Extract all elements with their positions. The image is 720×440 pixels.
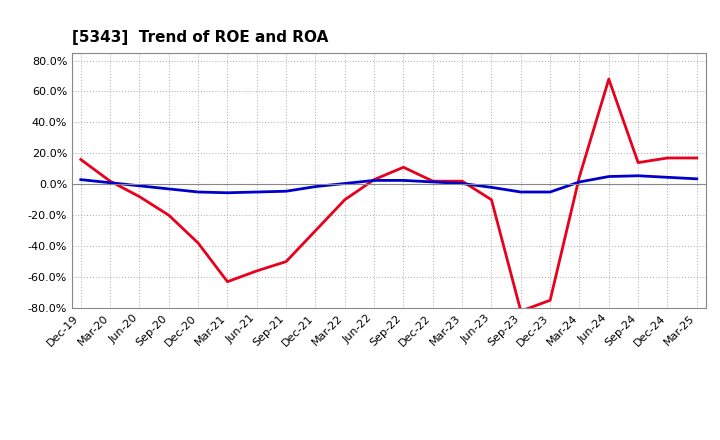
ROE <box>370 177 379 182</box>
ROA <box>575 180 584 185</box>
ROE <box>605 77 613 82</box>
Line: ROE: ROE <box>81 79 697 311</box>
ROA <box>282 189 290 194</box>
ROA <box>546 189 554 194</box>
ROA <box>516 189 525 194</box>
ROA <box>487 185 496 190</box>
ROE <box>634 160 642 165</box>
ROA <box>253 189 261 194</box>
ROA <box>164 186 173 191</box>
ROA <box>693 176 701 181</box>
ROE <box>575 174 584 179</box>
ROA <box>223 190 232 195</box>
ROA <box>341 181 349 186</box>
ROE <box>76 157 85 162</box>
ROA <box>605 174 613 179</box>
ROE <box>135 194 144 199</box>
ROE <box>164 213 173 218</box>
ROA <box>370 178 379 183</box>
ROE <box>516 308 525 314</box>
ROA <box>311 184 320 189</box>
ROE <box>458 179 467 184</box>
ROA <box>135 183 144 188</box>
ROE <box>311 228 320 233</box>
ROA <box>663 175 672 180</box>
ROE <box>487 197 496 202</box>
ROA <box>634 173 642 178</box>
ROA <box>399 178 408 183</box>
ROE <box>693 155 701 161</box>
ROA <box>106 180 114 185</box>
ROA <box>458 181 467 186</box>
Line: ROA: ROA <box>81 176 697 193</box>
ROE <box>282 259 290 264</box>
ROE <box>194 240 202 246</box>
ROE <box>341 197 349 202</box>
ROE <box>663 155 672 161</box>
ROE <box>253 268 261 274</box>
ROA <box>76 177 85 182</box>
ROE <box>223 279 232 284</box>
Text: [5343]  Trend of ROE and ROA: [5343] Trend of ROE and ROA <box>72 29 328 45</box>
ROE <box>546 297 554 303</box>
ROE <box>399 165 408 170</box>
ROA <box>194 189 202 194</box>
ROE <box>106 179 114 184</box>
ROA <box>428 180 437 185</box>
ROE <box>428 179 437 184</box>
